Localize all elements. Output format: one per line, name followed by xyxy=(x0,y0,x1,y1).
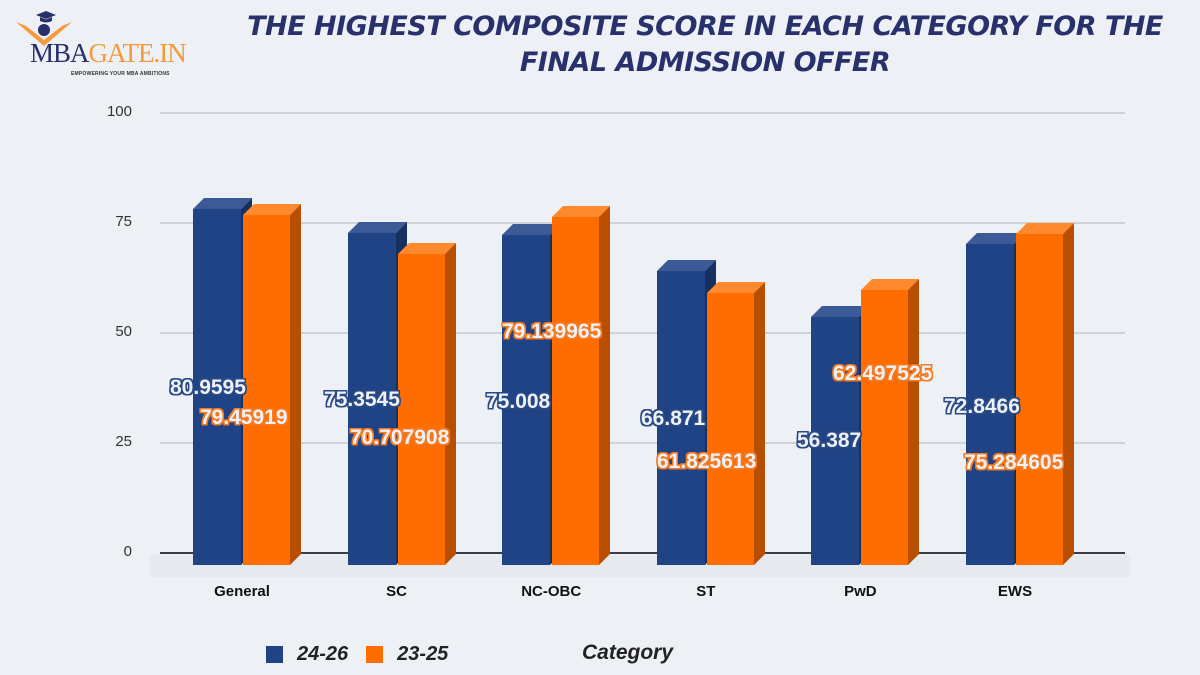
bar-front-face xyxy=(811,316,860,565)
graduation-cap-icon xyxy=(36,11,56,23)
x-tick-label: PwD xyxy=(844,583,877,600)
bar-sc-24-26 xyxy=(347,222,407,565)
y-tick-label: 50 xyxy=(115,323,132,340)
bar-front-face xyxy=(347,233,396,565)
legend-swatch-orange xyxy=(366,645,384,663)
x-tick-label: General xyxy=(214,583,270,600)
bar-ews-23-25 xyxy=(1016,222,1074,565)
logo-gate-text: GATE.IN xyxy=(88,38,187,68)
bar-pwd-24-26 xyxy=(811,305,871,565)
bar-front-face xyxy=(1016,233,1063,565)
logo-tagline: EMPOWERING YOUR MBA AMBITIONS xyxy=(71,71,170,77)
x-tick-label: EWS xyxy=(997,583,1033,600)
data-label: 80.9595 xyxy=(170,376,246,399)
bar-nc-obc-24-26 xyxy=(502,223,562,565)
y-tick-label: 75 xyxy=(115,213,132,230)
data-label: 79.45919 xyxy=(200,406,288,429)
bar-st-23-25 xyxy=(706,281,765,565)
legend-swatch-blue xyxy=(266,645,283,663)
gridline xyxy=(160,442,1125,444)
gridline xyxy=(160,332,1125,334)
gridline xyxy=(160,112,1125,114)
logo-mba-text: MBA xyxy=(30,38,90,68)
bar-side-face xyxy=(444,242,456,565)
bar-front-face xyxy=(243,215,290,565)
gridline xyxy=(160,222,1125,224)
data-label: 70.707908 xyxy=(350,426,450,449)
bar-side-face xyxy=(290,204,301,565)
x-tick-label: ST xyxy=(696,583,716,600)
bar-front-face xyxy=(656,270,705,565)
chart-title: THE HIGHEST COMPOSITE SCORE IN EACH CATE… xyxy=(247,11,1163,78)
x-axis-title: Category xyxy=(582,641,674,664)
data-label: 66.871 xyxy=(641,407,706,430)
legend-item-23-25: 23-25 xyxy=(366,643,448,666)
data-label: 72.8466 xyxy=(944,395,1020,418)
data-label: 75.284605 xyxy=(964,451,1064,474)
bar-front-face xyxy=(706,292,754,565)
bar-general-23-25 xyxy=(243,204,301,565)
y-tick-label: 0 xyxy=(123,543,132,560)
bar-side-face xyxy=(599,205,611,565)
data-label: 75.3545 xyxy=(324,388,400,411)
data-label: 75.008 xyxy=(486,390,551,413)
bar-front-face xyxy=(502,234,551,565)
bar-front-face xyxy=(397,253,445,565)
bar-st-24-26 xyxy=(656,259,716,565)
bar-side-face xyxy=(1063,222,1074,565)
x-tick-label: SC xyxy=(386,583,408,600)
bar-general-24-26 xyxy=(193,197,252,565)
legend-label: 23-25 xyxy=(397,642,449,665)
data-label: 56.387 xyxy=(797,429,862,452)
data-label: 62.497525 xyxy=(833,362,933,385)
legend-label: 24-26 xyxy=(297,642,349,665)
data-label: 61.825613 xyxy=(657,450,757,473)
bar-ews-24-26 xyxy=(966,233,1025,565)
bar-side-face xyxy=(753,281,765,565)
bar-front-face xyxy=(966,244,1014,565)
bar-front-face xyxy=(861,290,909,565)
legend-item-24-26: 24-26 xyxy=(266,643,348,666)
x-axis-line xyxy=(160,552,1125,554)
bar-front-face xyxy=(193,208,241,565)
mbagate-logo: MBAGATE.IN EMPOWERING YOUR MBA AMBITIONS xyxy=(8,8,198,78)
logo-wordmark: MBAGATE.IN xyxy=(30,38,187,68)
x-tick-label: NC-OBC xyxy=(521,583,582,600)
y-tick-label: 100 xyxy=(106,103,132,120)
bar-nc-obc-23-25 xyxy=(552,205,611,565)
chart-legend: 24-26 23-25 xyxy=(266,641,466,667)
y-tick-label: 25 xyxy=(115,433,132,450)
data-label: 79.139965 xyxy=(502,320,602,343)
bar-front-face xyxy=(552,216,600,565)
logo-chevron-icon xyxy=(16,22,72,46)
bar-side-face xyxy=(908,279,920,565)
bar-sc-23-25 xyxy=(397,242,456,565)
bar-pwd-23-25 xyxy=(861,279,920,565)
